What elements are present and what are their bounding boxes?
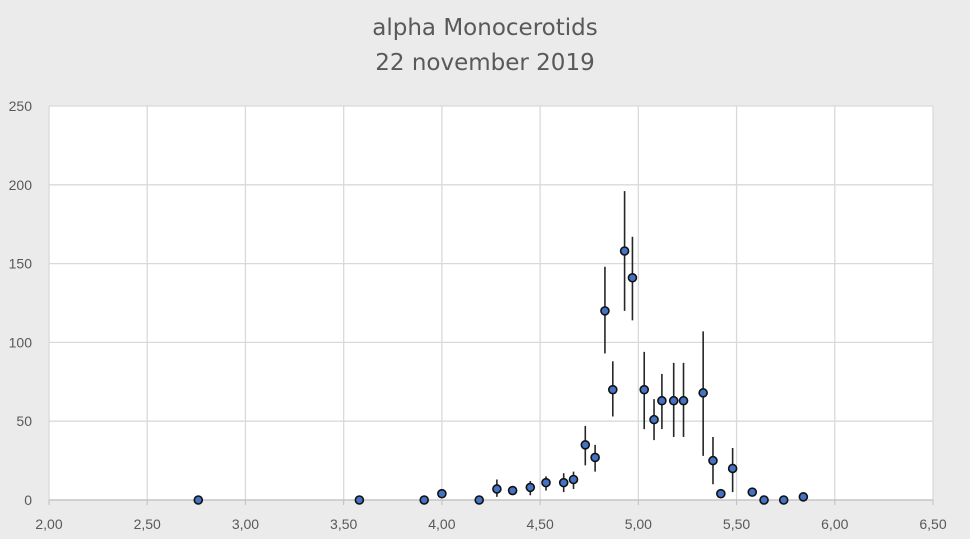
- data-point: [649, 414, 659, 425]
- data-point: [525, 482, 536, 493]
- data-point: [580, 440, 591, 450]
- data-point: [607, 384, 618, 395]
- data-point: [727, 463, 738, 474]
- x-tick-label: 5,00: [625, 516, 652, 532]
- data-point: [716, 488, 726, 499]
- y-tick-label: 100: [9, 334, 33, 350]
- data-point: [668, 395, 679, 406]
- data-point: [778, 495, 789, 505]
- data-point: [600, 306, 610, 316]
- x-tick-label: 2,00: [35, 516, 62, 532]
- data-point: [354, 495, 365, 505]
- x-tick-label: 5,50: [723, 516, 750, 532]
- data-point: [619, 246, 630, 256]
- data-point: [590, 452, 600, 463]
- y-tick-label: 50: [16, 413, 32, 429]
- data-point: [698, 388, 708, 398]
- x-tick-label: 2,50: [134, 516, 161, 532]
- x-tick-label: 4,50: [526, 516, 553, 532]
- data-point: [419, 495, 430, 505]
- y-tick-label: 0: [24, 492, 32, 508]
- chart-title: alpha Monocerotids: [372, 15, 598, 41]
- x-tick-label: 6,00: [821, 516, 848, 532]
- y-tick-label: 150: [9, 256, 33, 272]
- x-tick-label: 3,50: [330, 516, 357, 532]
- data-point: [657, 395, 667, 406]
- x-tick-label: 3,00: [232, 516, 259, 532]
- data-point: [193, 495, 204, 505]
- data-point: [474, 495, 485, 505]
- x-tick-label: 4,00: [428, 516, 455, 532]
- y-tick-label: 250: [9, 98, 33, 114]
- chart-subtitle: 22 november 2019: [375, 50, 595, 76]
- data-point: [708, 455, 718, 466]
- data-point: [759, 495, 769, 505]
- data-point: [747, 487, 758, 497]
- data-point: [798, 492, 809, 502]
- data-point: [558, 477, 569, 488]
- data-point: [492, 484, 502, 494]
- data-point: [437, 488, 447, 499]
- data-point: [541, 477, 551, 488]
- plot-background: [49, 106, 933, 500]
- data-point: [627, 272, 638, 283]
- data-point: [568, 474, 579, 485]
- data-point: [507, 485, 518, 496]
- x-tick-label: 6,50: [919, 516, 946, 532]
- data-point: [639, 384, 650, 395]
- y-tick-label: 200: [9, 177, 33, 193]
- data-point: [678, 395, 689, 406]
